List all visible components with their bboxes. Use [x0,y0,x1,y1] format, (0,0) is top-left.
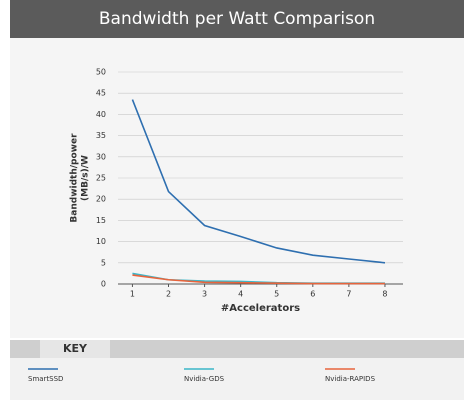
y-tick-label: 0 [101,280,106,289]
y-tick-label: 25 [96,174,106,183]
legend-title: KEY [63,342,88,355]
title: Bandwidth per Watt Comparison [99,9,375,29]
y-tick-label: 40 [96,110,106,119]
x-tick-label: 8 [382,290,387,299]
y-tick-label: 35 [96,131,106,140]
legend-label: SmartSSD [28,375,63,383]
y-tick-label: 20 [96,195,106,204]
series-line [131,99,386,264]
y-tick-label: 30 [96,152,106,161]
legend-label: Nvidia-GDS [184,375,225,383]
x-tick-label: 4 [238,290,243,299]
y-tick-label: 45 [96,89,106,98]
legend-label: Nvidia-RAPIDS [325,375,376,383]
x-tick-label: 2 [166,290,171,299]
x-tick-label: 3 [202,290,207,299]
y-tick-label: 15 [96,216,106,225]
key-box [40,340,110,358]
x-tick-label: 7 [346,290,351,299]
series-line [132,274,385,285]
plot-panel [10,38,464,338]
x-tick-label: 6 [310,290,315,299]
y-tick-label: 50 [96,68,106,77]
title-bar [10,0,464,38]
y-axis-label: Bandwidth/power [70,133,80,223]
y-tick-label: 5 [101,258,106,267]
legend-area [10,358,464,400]
y-tick-label: 10 [96,237,106,246]
key-band [10,340,464,358]
x-tick-label: 1 [130,290,135,299]
x-tick-label: 5 [274,290,279,299]
x-axis-label: #Accelerators [221,303,300,314]
y-axis-label: (MB/s)/W [81,155,91,201]
